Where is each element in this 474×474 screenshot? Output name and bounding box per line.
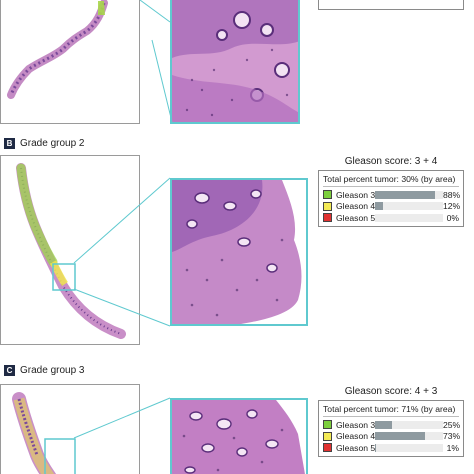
panel-b-core-image [0, 155, 140, 345]
gleason-bar [375, 432, 425, 441]
gleason-percent: 88% [443, 189, 461, 200]
section-c-letter: C [4, 365, 15, 376]
gleason-swatch [323, 201, 332, 211]
gleason-percent: 73% [443, 431, 461, 442]
legend-row: Gleason 3 88% [323, 189, 461, 201]
gleason-label: Gleason 4 [336, 431, 376, 442]
section-b-title: Grade group 2 [20, 138, 85, 149]
panel-a-zoom-image [170, 0, 300, 124]
section-b-score-title: Gleason score: 3 + 4 [344, 156, 438, 167]
gleason-swatch [323, 213, 332, 223]
panel-c-core-image [0, 384, 140, 474]
legend-row: Gleason 3 25% [323, 419, 461, 431]
gleason-bar-track [375, 420, 443, 429]
panel-c-zoom-image [170, 398, 308, 474]
panel-a-core-image [0, 0, 140, 124]
gleason-percent: 12% [443, 201, 461, 212]
gleason-bar [375, 420, 392, 429]
gleason-percent: 25% [443, 419, 461, 430]
legend-row: Gleason 4 73% [323, 431, 461, 443]
gleason-label: Gleason 3 [336, 419, 376, 430]
gleason-swatch [323, 190, 332, 200]
section-b-letter: B [4, 138, 15, 149]
panel-a-legend-box-edge [318, 0, 464, 10]
section-c-title: Grade group 3 [20, 365, 85, 376]
legend-row: Gleason 5 0% [323, 212, 459, 224]
gleason-swatch [323, 431, 332, 441]
gleason-swatch [323, 420, 332, 430]
section-c-score-title: Gleason score: 4 + 3 [344, 386, 438, 397]
gleason-label: Gleason 4 [336, 201, 376, 212]
gleason-bar-track [375, 213, 443, 222]
gleason-bar [375, 443, 376, 452]
gleason-bar-track [375, 432, 443, 441]
section-c-legend: Total percent tumor: 71% (by area) Gleas… [318, 400, 464, 457]
gleason-label: Gleason 5 [336, 212, 376, 223]
gleason-percent: 0% [446, 212, 459, 223]
section-c-label: C Grade group 3 [4, 365, 85, 376]
gleason-bar [375, 190, 435, 199]
gleason-bar-track [375, 202, 443, 211]
legend-row: Gleason 5 1% [323, 442, 459, 454]
gleason-swatch [323, 443, 332, 453]
legend-row: Gleason 4 12% [323, 201, 461, 213]
gleason-bar-track [375, 190, 443, 199]
section-c-total-tumor: Total percent tumor: 71% (by area) [323, 404, 459, 417]
section-b-total-tumor: Total percent tumor: 30% (by area) [323, 174, 459, 187]
section-b-label: B Grade group 2 [4, 138, 85, 149]
gleason-percent: 1% [446, 442, 459, 453]
gleason-bar-track [375, 443, 443, 452]
section-b-legend: Total percent tumor: 30% (by area) Gleas… [318, 170, 464, 227]
panel-b-zoom-image [170, 178, 308, 326]
gleason-label: Gleason 3 [336, 189, 376, 200]
gleason-bar [375, 202, 384, 211]
gleason-label: Gleason 5 [336, 442, 376, 453]
